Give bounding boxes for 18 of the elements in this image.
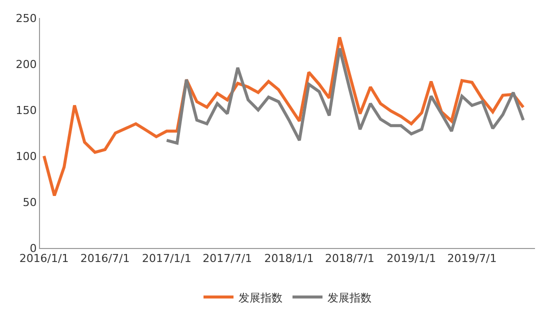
legend-label: 发展指数 [238,291,282,304]
line-series [165,46,525,145]
y-tick-label: 250 [16,12,37,25]
x-tick-label: 2018/7/1 [324,252,374,266]
x-tick-label: 2019/7/1 [447,252,497,266]
x-tick-label: 2017/7/1 [202,252,252,266]
x-tick-label: 2018/1/1 [264,252,314,266]
y-tick-label: 50 [22,196,37,209]
legend-label: 发展指数 [328,291,372,304]
y-tick-label: 0 [30,242,37,255]
x-tick-label: 2017/1/1 [142,252,192,266]
y-tick-label: 100 [16,150,37,163]
x-tick-label: 2019/1/1 [386,252,436,266]
x-tick-label: 2016/7/1 [80,252,130,266]
y-tick-label: 200 [16,58,37,71]
x-tick-label: 2016/1/1 [19,252,69,266]
line-series [42,36,525,198]
y-tick-label: 150 [16,104,37,117]
